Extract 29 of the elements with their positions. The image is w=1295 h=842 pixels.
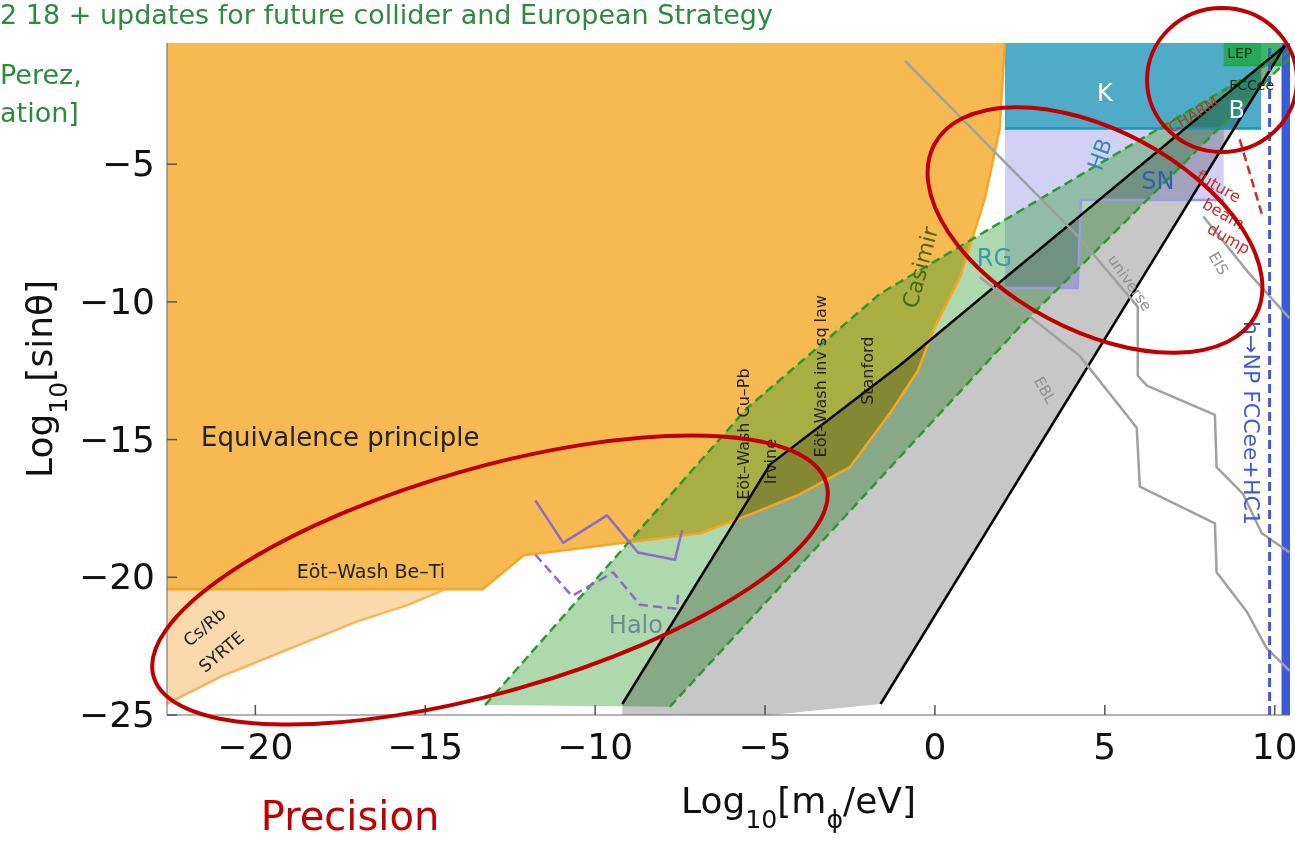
x-tick-label: 10 (1251, 726, 1295, 767)
x-tick-label: −15 (387, 726, 464, 767)
x-tick-label: 5 (1093, 726, 1117, 767)
annotation: Equivalence principle (201, 421, 480, 452)
y-tick-label: −15 (79, 418, 155, 460)
annotation: HB (1082, 135, 1118, 174)
annotation: Eöt–Wash Cu–Pb (733, 368, 753, 500)
annotation: LEP (1227, 44, 1253, 61)
annotation: K (1096, 78, 1114, 107)
annotation: Halo (608, 610, 663, 639)
y-tick-label: −10 (79, 280, 155, 322)
annotation: Eöt–Wash inv sq law (810, 295, 830, 458)
x-tick-label: −5 (738, 726, 792, 767)
y-tick-label: −20 (79, 556, 155, 598)
annotation: Casimir (897, 223, 944, 311)
text: ation] (0, 97, 79, 128)
text: 2 18 + updates for future collider and European Strategy (0, 0, 773, 30)
x-axis-title: Log$_{10}$[m$_{ϕ}$/eV] (680, 780, 917, 834)
x-tick-label: −10 (557, 726, 634, 767)
y-tick-label: −5 (101, 143, 155, 185)
y-tick-label: −25 (79, 694, 155, 735)
x-tick-label: −20 (217, 726, 294, 767)
annotation: B (1228, 96, 1245, 125)
x-tick-label: 0 (923, 726, 947, 767)
annotation: RG (976, 244, 1013, 273)
text: Precision (260, 793, 440, 839)
annotation: Eöt–Wash Be–Ti (296, 560, 446, 583)
ref-line-label: h→NP FCCee+HC1 (1238, 321, 1264, 525)
text: Perez, (0, 59, 82, 90)
